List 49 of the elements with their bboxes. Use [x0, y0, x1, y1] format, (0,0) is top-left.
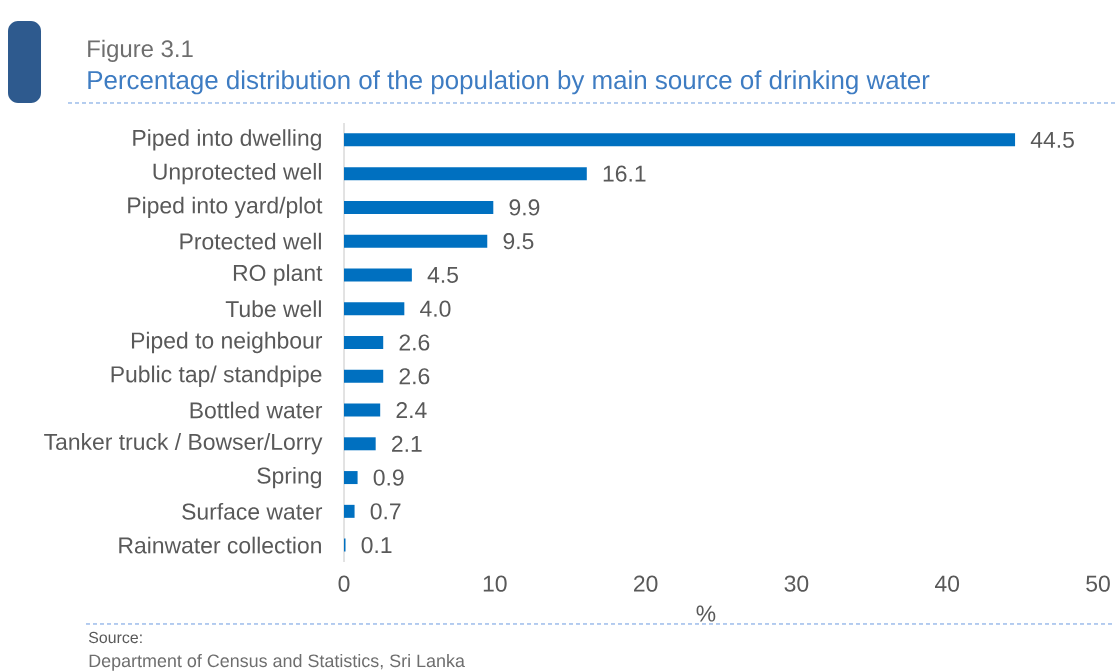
y-tick-label: Rainwater collection: [119, 536, 321, 554]
bar: [344, 234, 488, 248]
data-label: 2.6: [399, 368, 430, 385]
bar: [344, 200, 494, 214]
x-tick-label: 0: [338, 575, 350, 592]
x-tick-label: 10: [483, 575, 507, 592]
data-label: 2.6: [399, 334, 430, 351]
data-label: 4.5: [427, 266, 458, 283]
x-tick-label: 30: [784, 575, 809, 592]
bar: [344, 302, 405, 316]
bar: [344, 437, 376, 451]
bar: [344, 335, 384, 349]
chart-title: Percentage distribution of the population by main source of drinking water: [88, 70, 930, 95]
bar: [344, 167, 587, 181]
bar: [344, 133, 1016, 147]
data-label: 44.5: [1030, 131, 1074, 148]
data-label: 9.9: [509, 199, 540, 216]
data-label: 0.9: [373, 469, 404, 486]
y-tick-label: Surface water: [182, 502, 323, 520]
bar: [344, 268, 412, 282]
source-note: Source:: [88, 631, 142, 644]
y-tick-label: Piped to neighbour: [131, 331, 323, 354]
x-axis-title: %: [696, 605, 716, 622]
data-label: 4.0: [420, 300, 451, 317]
bar: [344, 471, 358, 485]
caption: Figure 3.1: [88, 39, 193, 62]
y-tick-label: Tube well: [225, 300, 321, 318]
y-tick-label: Public tap/ standpipe: [111, 365, 322, 387]
y-tick-label: Spring: [257, 466, 321, 489]
x-tick-label: 40: [934, 575, 960, 592]
y-tick-label: Unprotected well: [153, 162, 321, 185]
bar: [344, 504, 355, 518]
y-tick-label: Protected well: [180, 232, 321, 250]
data-label: 2.4: [396, 402, 427, 419]
y-tick-label: RO plant: [233, 264, 323, 286]
x-tick-label: 50: [1086, 575, 1110, 592]
data-label: 9.5: [503, 233, 534, 250]
x-tick-label: 20: [634, 575, 658, 592]
data-label: 16.1: [603, 165, 646, 182]
bar: [344, 369, 384, 383]
data-label: 0.1: [361, 536, 392, 554]
bar: [344, 403, 381, 417]
text: Department of Census and Statistics, Sri Lanka: [89, 653, 465, 671]
y-tick-label: Bottled water: [190, 401, 323, 419]
data-label: 0.7: [370, 503, 401, 520]
data-label: 2.1: [392, 435, 422, 452]
y-tick-label: Tanker truck / Bowser/Lorry: [44, 433, 323, 455]
y-tick-label: Piped into yard/plot: [128, 196, 323, 219]
y-tick-label: Piped into dwelling: [133, 129, 321, 151]
